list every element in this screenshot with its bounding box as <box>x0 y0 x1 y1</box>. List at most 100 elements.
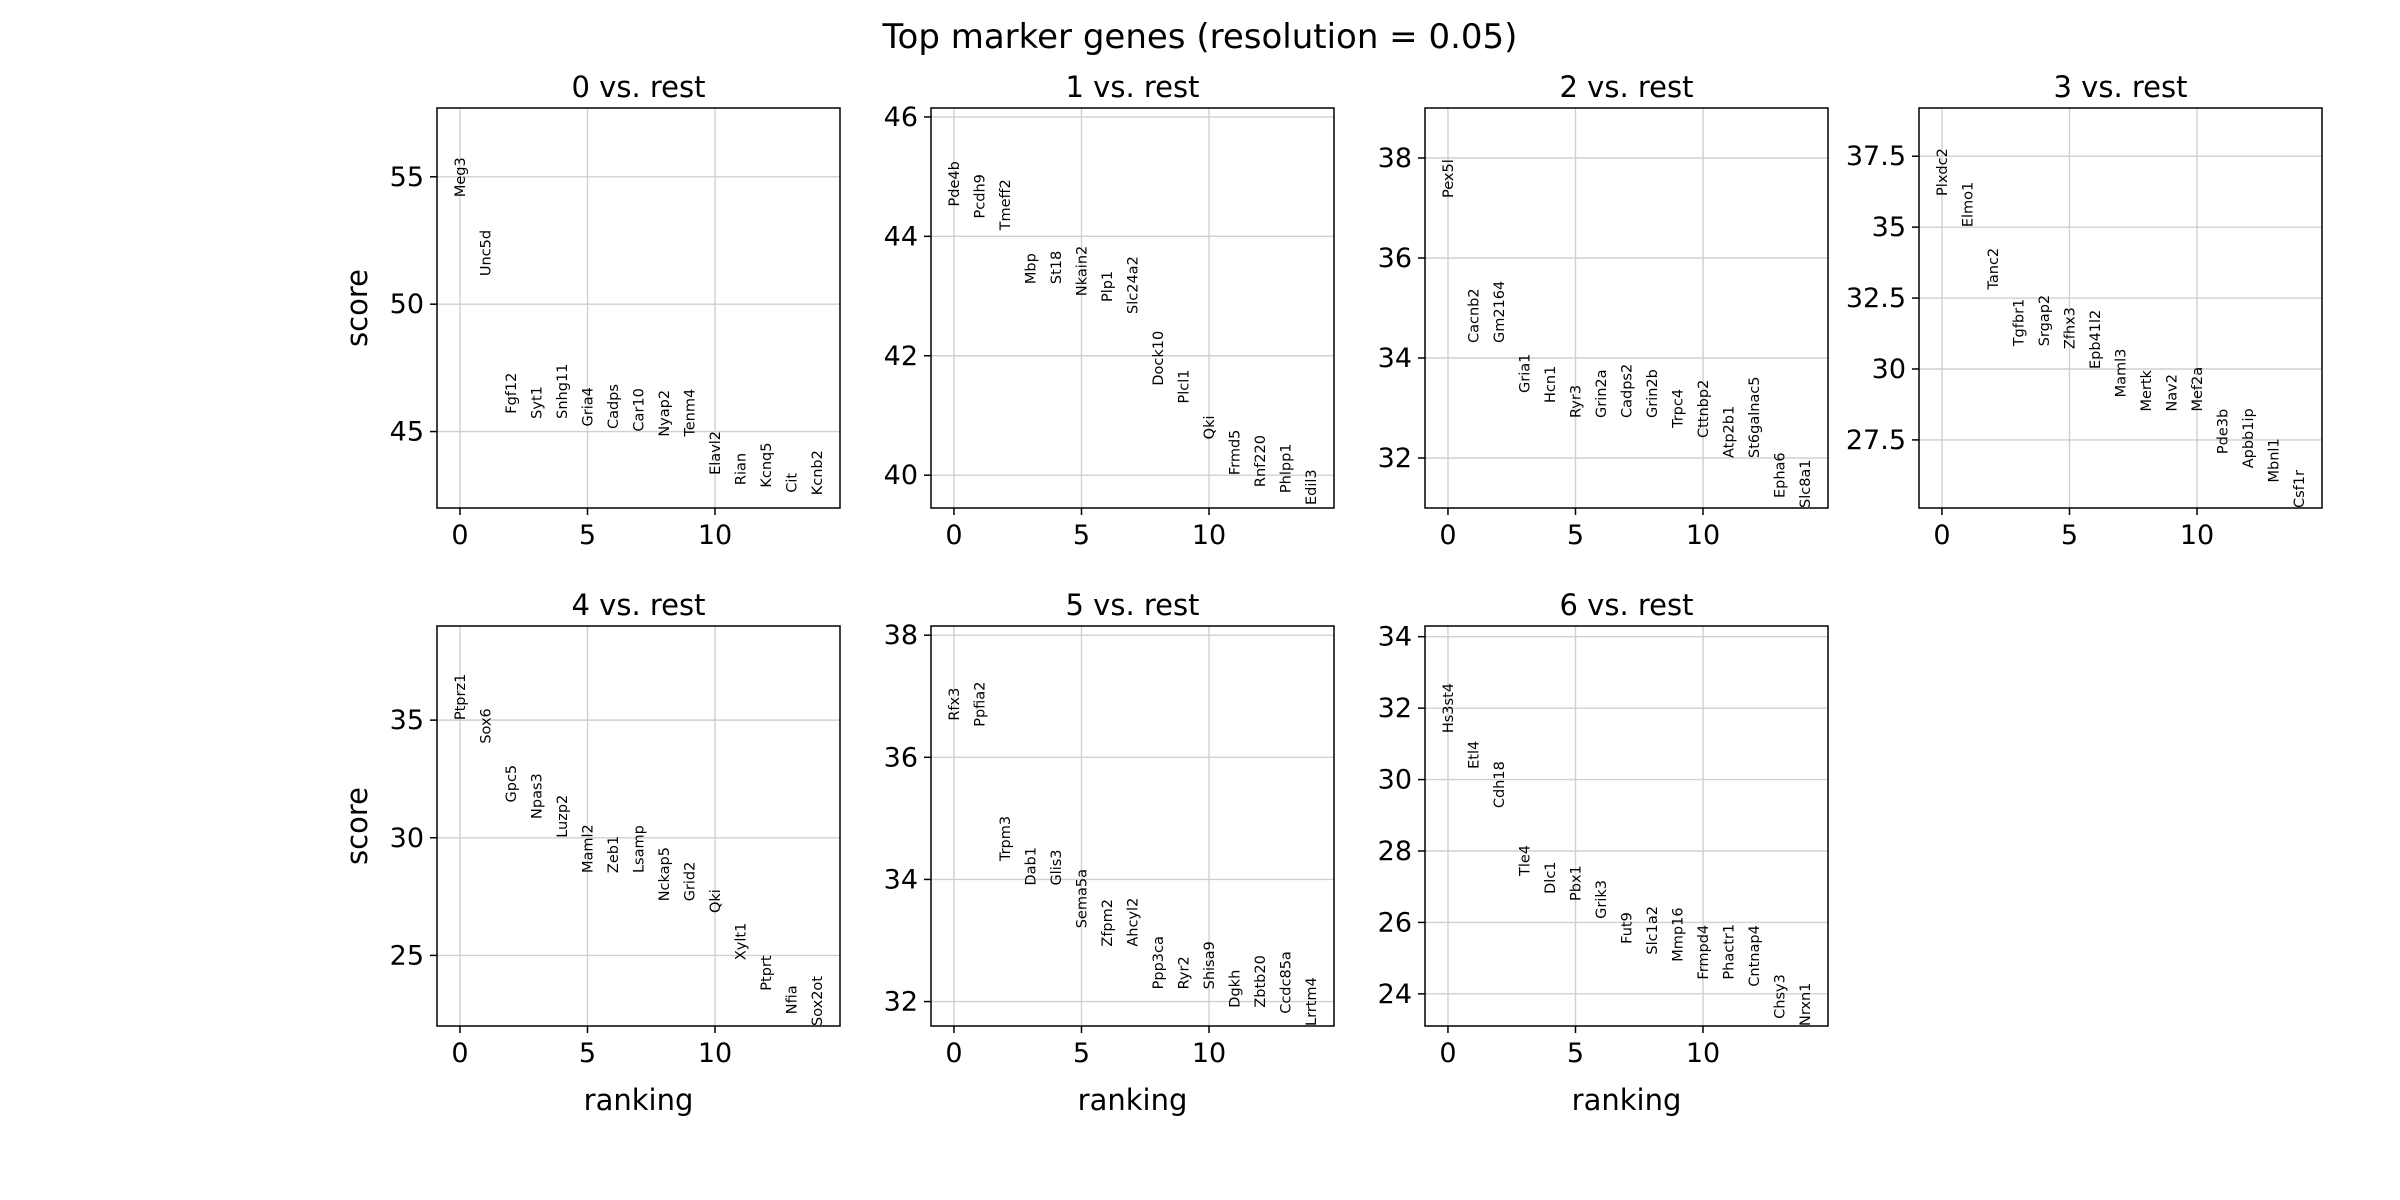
gene-label: Nkain2 <box>1074 246 1090 296</box>
gene-label: Nav2 <box>2165 374 2181 412</box>
plot-frame <box>436 107 841 509</box>
gene-label: Mbp <box>1023 253 1039 284</box>
gene-label: St18 <box>1049 251 1065 284</box>
y-tick-label: 34 <box>884 864 918 895</box>
plot-frame <box>1918 107 2323 509</box>
y-tick-label: 36 <box>884 742 918 773</box>
panel-4: 0 5 10 25 30 35 4 vs. rest ranking score Ptprz1 So… <box>340 588 841 1117</box>
gene-label: Mmp16 <box>1671 907 1687 961</box>
gene-label: Mbnl1 <box>2267 438 2283 482</box>
gene-label: Pde3b <box>2216 409 2232 454</box>
x-tick-label: 0 <box>1933 520 1950 551</box>
plot-frame <box>436 625 841 1027</box>
y-tick-label: 50 <box>390 289 424 320</box>
gene-label: Zfhx3 <box>2062 307 2078 349</box>
y-tick-label: 35 <box>1872 212 1906 243</box>
gene-label: Frmpd4 <box>1696 925 1712 980</box>
x-tick-label: 0 <box>945 1038 962 1069</box>
gene-label: Apbb1ip <box>2241 408 2257 468</box>
y-tick-label: 35 <box>390 705 424 736</box>
x-tick-label: 5 <box>1567 520 1584 551</box>
gene-label: Hs3st4 <box>1441 683 1457 733</box>
gene-label: Tenm4 <box>683 389 699 438</box>
gene-label: Gm2164 <box>1492 281 1508 343</box>
gene-label: Kcnb2 <box>810 450 826 495</box>
gene-label: Ptprt <box>759 955 775 991</box>
gene-label: Nckap5 <box>657 847 673 901</box>
gene-label: Unc5d <box>478 230 494 276</box>
gene-label: Ahcyl2 <box>1126 898 1142 947</box>
gene-label: Cdh18 <box>1492 761 1508 808</box>
gene-label: Kcnq5 <box>759 443 775 488</box>
gene-label: Grik3 <box>1594 880 1610 919</box>
gene-label: Pde4b <box>947 161 963 206</box>
gene-label: Ryr3 <box>1568 385 1584 418</box>
y-tick-label: 42 <box>884 341 918 372</box>
plot-frame <box>1424 625 1829 1027</box>
gene-label: Xylt1 <box>734 923 750 960</box>
y-tick-label: 32.5 <box>1846 283 1906 314</box>
gene-label: Cacnb2 <box>1466 288 1482 343</box>
x-tick-label: 10 <box>1686 1038 1720 1069</box>
gene-label: Tle4 <box>1517 845 1533 877</box>
y-tick-label: 40 <box>884 460 918 491</box>
gene-label: Rnf220 <box>1253 435 1269 487</box>
gene-label: Maml2 <box>580 824 596 873</box>
gene-label: Plxdc2 <box>1935 148 1951 196</box>
y-tick-label: 24 <box>1378 979 1412 1010</box>
panel-1: 0 5 10 40 42 44 46 1 vs. rest Pde4b Pcdh9 Tmeff2 Mb… <box>884 70 1335 551</box>
gene-label: Ppfia2 <box>972 682 988 727</box>
gene-label: Mertk <box>2139 369 2155 411</box>
gene-label: Zfpm2 <box>1100 899 1116 947</box>
panel-title: 5 vs. rest <box>1066 588 1200 622</box>
x-tick-label: 0 <box>945 520 962 551</box>
gene-label: Pbx1 <box>1568 865 1584 901</box>
x-tick-label: 10 <box>1192 1038 1226 1069</box>
gene-label: Dlc1 <box>1543 861 1559 893</box>
y-tick-label: 38 <box>1378 143 1412 174</box>
y-tick-label: 38 <box>884 620 918 651</box>
y-tick-label: 30 <box>1378 765 1412 796</box>
x-tick-label: 5 <box>1567 1038 1584 1069</box>
panel-3: 0 5 10 27.5 30 32.5 35 37.5 3 vs. rest Plxdc2 Elmo… <box>1846 70 2323 551</box>
gene-label: Tgfbr1 <box>2011 299 2027 348</box>
gene-label: Slc8a1 <box>1798 459 1814 508</box>
gene-label: Cadps2 <box>1620 364 1636 418</box>
y-tick-label: 25 <box>390 940 424 971</box>
gene-label: Glis3 <box>1049 849 1065 885</box>
gene-label: Luzp2 <box>555 795 571 838</box>
gene-label: Sox2ot <box>810 976 826 1026</box>
gene-label: Epb41l2 <box>2088 310 2104 369</box>
gene-label: Grid2 <box>683 862 699 902</box>
x-tick-label: 5 <box>579 520 596 551</box>
panel-6: 0 5 10 24 26 28 30 32 34 6 vs. rest ranking Hs3st4 E… <box>1378 588 1829 1117</box>
gene-label: Ryr2 <box>1177 956 1193 989</box>
y-tick-label: 46 <box>884 102 918 133</box>
gene-label: Atp2b1 <box>1722 406 1738 458</box>
gene-label: Trpm3 <box>998 816 1014 862</box>
gene-label: Dock10 <box>1151 331 1167 386</box>
x-tick-label: 0 <box>1439 1038 1456 1069</box>
y-tick-label: 30 <box>390 823 424 854</box>
gene-label: Nfia <box>785 985 801 1014</box>
y-tick-label: 32 <box>884 987 918 1018</box>
plot-frame <box>930 107 1335 509</box>
gene-label: Snhg11 <box>555 364 571 419</box>
gene-label: Ppp3ca <box>1151 936 1167 989</box>
gene-label: Cntnap4 <box>1747 925 1763 987</box>
gene-label: Grin2a <box>1594 369 1610 418</box>
gene-label: Sox6 <box>478 708 494 743</box>
gene-label: Car10 <box>632 388 648 431</box>
gene-label: Cttnbp2 <box>1696 380 1712 438</box>
gene-label: Csf1r <box>2292 470 2308 508</box>
gene-label: Npas3 <box>529 773 545 819</box>
gene-label: Grin2b <box>1645 369 1661 418</box>
gene-label: St6galnac5 <box>1747 376 1763 458</box>
y-axis-label: score <box>340 787 374 865</box>
gene-label: Lsamp <box>632 825 648 873</box>
panel-0: 0 5 10 45 50 55 0 vs. rest score Meg3 Unc5d Fgf12 S… <box>340 70 841 551</box>
gene-label: Syt1 <box>529 386 545 419</box>
x-axis-label: ranking <box>1572 1083 1682 1117</box>
